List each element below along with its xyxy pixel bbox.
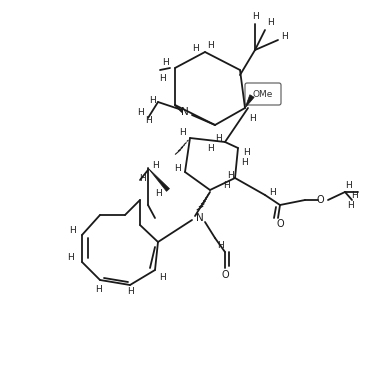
Text: H: H	[139, 174, 146, 183]
Text: H: H	[67, 253, 73, 263]
Text: H: H	[281, 32, 288, 40]
Text: H: H	[344, 181, 351, 190]
Text: H: H	[174, 164, 180, 173]
Text: OMe: OMe	[253, 89, 273, 98]
Text: H: H	[69, 226, 75, 234]
Text: H: H	[217, 240, 223, 250]
Text: H: H	[215, 134, 221, 142]
Text: H: H	[252, 12, 258, 20]
Text: H: H	[152, 161, 158, 170]
Text: H: H	[155, 188, 161, 197]
FancyBboxPatch shape	[245, 83, 281, 105]
Text: H: H	[241, 158, 247, 167]
Text: H: H	[127, 288, 133, 296]
Text: H: H	[227, 171, 233, 180]
Text: H: H	[207, 40, 214, 49]
Text: H: H	[248, 114, 255, 122]
Text: H: H	[352, 190, 358, 200]
Text: H: H	[269, 187, 275, 197]
Polygon shape	[245, 95, 254, 108]
Text: H: H	[223, 181, 229, 190]
Polygon shape	[148, 168, 169, 191]
Text: H: H	[145, 115, 151, 125]
Text: H: H	[192, 43, 199, 53]
Text: N: N	[181, 107, 189, 117]
Text: N: N	[196, 213, 204, 223]
Text: H: H	[159, 273, 166, 282]
Text: H: H	[94, 286, 101, 295]
Text: O: O	[221, 270, 229, 280]
Text: H: H	[162, 58, 168, 66]
Text: H: H	[179, 128, 185, 137]
Text: H: H	[207, 144, 214, 152]
Text: H: H	[149, 95, 156, 105]
Text: O: O	[276, 219, 284, 229]
Text: H: H	[266, 17, 273, 26]
Text: H: H	[347, 200, 353, 210]
Text: H: H	[243, 148, 249, 157]
Text: H: H	[159, 73, 166, 82]
Text: O: O	[316, 195, 324, 205]
Text: H: H	[137, 108, 143, 116]
